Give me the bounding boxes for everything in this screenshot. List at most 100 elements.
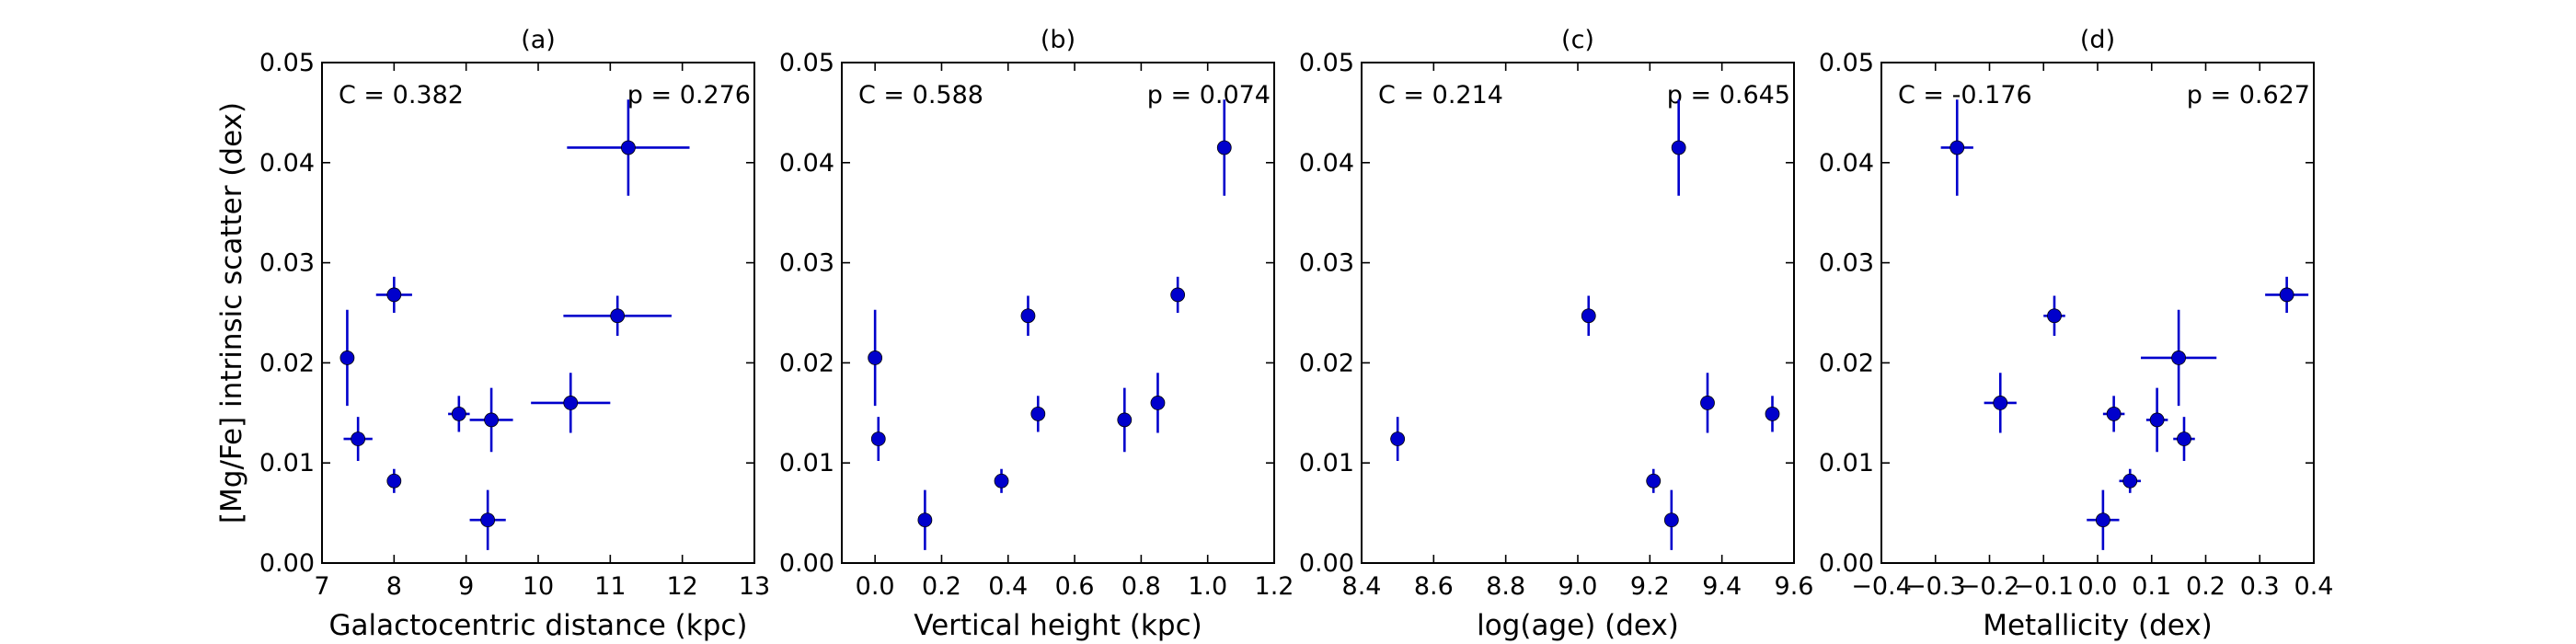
data-point [1030,406,1046,421]
plot-frame [321,62,755,564]
x-tick-label: 13 [739,572,770,601]
x-tick-label: 9.6 [1775,572,1814,601]
panel-a: (a) C = 0.382 p = 0.276 Galactocentric d… [215,26,770,642]
x-axis-label: Galactocentric distance (kpc) [328,609,747,642]
data-point [870,431,886,446]
x-tick-label: 8.8 [1486,572,1525,601]
panel-c: (c) C = 0.214 p = 0.645 log(age) (dex) 8… [1299,26,1814,642]
x-tick-label: 8.6 [1414,572,1454,601]
y-tick-label: 0.03 [1299,249,1354,278]
x-tick-label: 0.8 [1121,572,1161,601]
y-tick-label: 0.00 [1299,549,1354,578]
data-point [2095,512,2110,528]
data-point [1020,308,1036,324]
correlation-label: C = -0.176 [1898,81,2032,109]
panel-title: (a) [521,26,556,54]
y-axis-label: [Mg/Fe] intrinsic scatter (dex) [215,102,248,523]
x-tick-label: −0.3 [1905,572,1966,601]
data-point [2171,351,2187,365]
x-tick-label: −0.4 [1851,572,1912,601]
data-point [2122,473,2138,489]
y-tick-label: 0.01 [1299,449,1354,477]
x-tick-label: 12 [666,572,697,601]
data-point [2279,287,2294,303]
data-point [994,473,1009,489]
x-axis-label: Metallicity (dex) [1983,609,2213,642]
data-point [2177,431,2191,446]
data-point [2106,406,2122,421]
y-tick-label: 0.03 [1819,249,1874,278]
y-tick-label: 0.04 [779,149,834,178]
data-point [2149,412,2165,428]
plot-frame [1361,62,1795,564]
y-tick-label: 0.04 [1299,149,1354,178]
x-tick-label: 0.1 [2132,572,2171,601]
data-point [351,431,366,446]
data-point [1390,431,1406,446]
y-tick-label: 0.05 [1819,49,1874,77]
data-point [2047,308,2062,324]
data-point [621,140,636,155]
y-tick-label: 0.02 [1819,349,1874,377]
data-point [1765,406,1780,421]
data-point [1671,140,1686,155]
x-tick-label: 1.0 [1188,572,1227,601]
x-axis-label: log(age) (dex) [1477,609,1679,642]
y-tick-label: 0.01 [779,449,834,477]
x-tick-label: 8 [386,572,402,601]
data-point [386,473,402,489]
data-point [1949,140,1965,155]
x-tick-label: 0.0 [2078,572,2118,601]
panel-b: (b) C = 0.588 p = 0.074 Vertical height … [779,26,1294,642]
data-point [1117,412,1133,428]
panel-title: (b) [1041,26,1075,54]
data-point [917,512,933,528]
x-tick-label: 7 [314,572,329,601]
x-tick-label: −0.2 [1960,572,2020,601]
y-tick-label: 0.04 [259,149,315,178]
y-tick-label: 0.04 [1819,149,1874,178]
x-tick-label: 0.3 [2240,572,2280,601]
data-point [480,512,496,528]
y-tick-label: 0.05 [779,49,834,77]
x-tick-label: 9.2 [1630,572,1670,601]
x-tick-label: −0.1 [2013,572,2074,601]
y-tick-label: 0.03 [779,249,834,278]
x-tick-label: 9.0 [1558,572,1598,601]
p-value-label: p = 0.276 [627,81,751,109]
y-tick-label: 0.02 [259,349,315,377]
y-tick-label: 0.05 [259,49,315,77]
data-point [1700,396,1715,410]
p-value-label: p = 0.074 [1147,81,1271,109]
x-tick-label: 0.4 [2294,572,2334,601]
y-tick-label: 0.00 [1819,549,1874,578]
data-point [1170,287,1186,303]
x-tick-label: 1.2 [1255,572,1294,601]
y-tick-label: 0.02 [779,349,834,377]
data-point [1663,512,1679,528]
data-point [563,396,579,410]
correlation-label: C = 0.382 [339,81,464,109]
x-tick-label: 0.2 [2186,572,2225,601]
y-tick-label: 0.05 [1299,49,1354,77]
x-tick-label: 9.4 [1702,572,1742,601]
data-point [1216,140,1232,155]
panel-title: (c) [1561,26,1594,54]
data-point [1646,473,1662,489]
data-point [451,406,466,421]
correlation-label: C = 0.214 [1378,81,1503,109]
data-point [386,287,402,303]
x-tick-label: 9 [458,572,474,601]
p-value-label: p = 0.627 [2187,81,2310,109]
x-tick-label: 10 [523,572,554,601]
x-tick-label: 11 [594,572,626,601]
y-tick-label: 0.02 [1299,349,1354,377]
data-point [610,308,626,324]
x-tick-label: 0.2 [922,572,961,601]
data-point [1150,396,1166,410]
y-tick-label: 0.00 [259,549,315,578]
x-tick-label: 8.4 [1342,572,1382,601]
x-tick-label: 0.4 [988,572,1028,601]
panel-d: (d) C = -0.176 p = 0.627 Metallicity (de… [1819,26,2334,642]
